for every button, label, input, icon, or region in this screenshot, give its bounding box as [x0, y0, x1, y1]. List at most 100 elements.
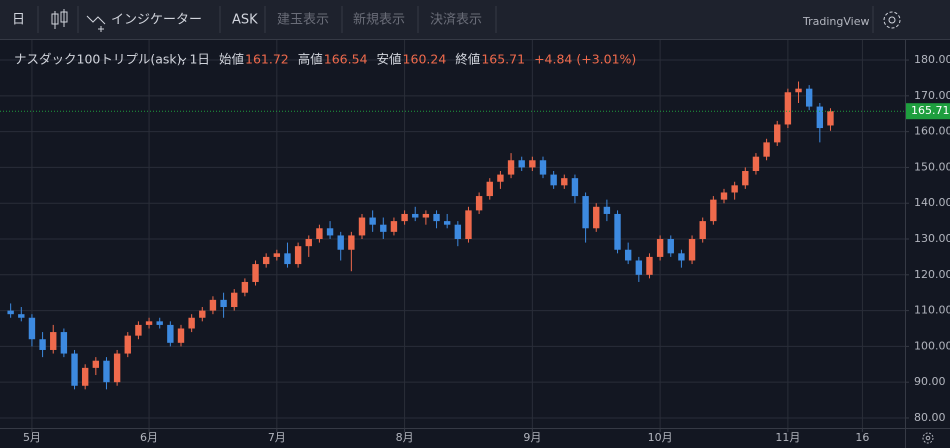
- candle-body: [795, 88, 802, 93]
- candle-body: [486, 181, 493, 197]
- candle-body: [358, 217, 366, 236]
- candle-body: [699, 221, 706, 240]
- candle-body: [18, 314, 25, 318]
- y-tick-label: 100.00: [914, 339, 950, 352]
- y-tick-label: 140.00: [914, 196, 950, 209]
- candle-body: [145, 321, 153, 325]
- ohlc-label: 始値: [219, 52, 244, 67]
- axis-settings[interactable]: [922, 432, 934, 444]
- candle-body: [731, 185, 738, 193]
- settings-button[interactable]: [883, 11, 901, 29]
- candle-body: [39, 339, 46, 350]
- candle-body: [103, 360, 110, 383]
- candle-body: [539, 160, 547, 175]
- candle-body: [28, 317, 36, 340]
- candle-body: [60, 332, 68, 354]
- candle-body: [710, 199, 717, 222]
- candle-body: [603, 206, 611, 214]
- candle-body: [720, 192, 728, 200]
- candle-body: [507, 160, 515, 175]
- candle-body: [231, 292, 238, 308]
- candle-body: [422, 213, 430, 218]
- candle-body: [380, 224, 387, 232]
- candle-body: [656, 239, 664, 257]
- indicator-icon: [86, 15, 106, 32]
- candle-body: [326, 228, 334, 236]
- x-tick-label: 11月: [775, 431, 800, 444]
- ohlc-label: 終値: [455, 52, 480, 67]
- ohlc-value: 165.71: [481, 52, 525, 67]
- candle-body: [571, 178, 579, 197]
- candle-body: [124, 335, 131, 354]
- candle-body: [805, 88, 813, 107]
- toggle-button[interactable]: 決済表示: [430, 12, 482, 28]
- legend: ナスダック100トリプル(ask), 1日 始値 161.72 高値 166.54 安値…: [14, 52, 636, 67]
- candle-body: [624, 249, 632, 261]
- candle-body: [454, 224, 462, 240]
- x-tick-label: 9月: [523, 431, 541, 444]
- ohlc-label: 高値: [298, 52, 323, 67]
- interval-button[interactable]: 日: [12, 13, 25, 28]
- candle-body: [369, 217, 376, 225]
- x-tick-label: 7月: [268, 431, 286, 444]
- candle-body: [529, 160, 536, 168]
- candle-body: [337, 235, 344, 250]
- candle-body: [816, 106, 824, 129]
- candle-body: [273, 253, 281, 257]
- x-tick-label: 10月: [648, 431, 673, 444]
- brand: TradingView: [802, 15, 869, 28]
- y-tick-label: 150.00: [914, 160, 950, 173]
- candle-body: [518, 160, 525, 168]
- ohlc-value: 160.24: [403, 52, 447, 67]
- toggle-button[interactable]: 新規表示: [353, 12, 405, 28]
- candle-body: [443, 221, 451, 225]
- candle-body: [784, 92, 792, 125]
- candle-body: [135, 324, 142, 336]
- y-tick-label: 110.00: [914, 304, 950, 317]
- candle-body: [646, 256, 653, 275]
- y-tick-label: 130.00: [914, 232, 950, 245]
- candle-body: [497, 174, 504, 182]
- candle-body: [827, 111, 834, 126]
- indicators-button[interactable]: インジケーター: [111, 13, 202, 28]
- candle-body: [7, 310, 14, 315]
- candle-body: [167, 324, 174, 343]
- candle-body: [614, 213, 621, 250]
- candle-body: [561, 178, 568, 186]
- chart-type-button[interactable]: [51, 9, 68, 29]
- x-tick-label: 8月: [396, 431, 414, 444]
- candle-body: [348, 235, 355, 250]
- candle-body: [465, 210, 472, 240]
- candle-body: [220, 299, 227, 308]
- candle-body: [188, 317, 195, 329]
- symbol: ナスダック100トリプル(ask), 1日: [14, 52, 210, 67]
- y-tick-label: 90.00: [914, 375, 946, 388]
- last-price-label: 165.71: [911, 104, 950, 117]
- grid: [0, 40, 905, 428]
- y-tick-label: 80.00: [914, 411, 946, 424]
- candle-body: [262, 256, 270, 265]
- y-tick-label: 180.00: [914, 53, 950, 66]
- candle-body: [763, 142, 770, 157]
- candle-body: [667, 239, 674, 254]
- candle-body: [688, 239, 696, 261]
- change: +4.84 (+3.01%): [534, 52, 636, 67]
- y-tick-label: 120.00: [914, 268, 950, 281]
- candle-body: [177, 328, 185, 343]
- candle-body: [401, 213, 408, 222]
- candle-body: [252, 264, 259, 282]
- candle-body: [294, 246, 302, 265]
- ohlc-value: 166.54: [324, 52, 368, 67]
- candle-body: [316, 228, 323, 240]
- candle-body: [71, 353, 78, 386]
- candle-body: [752, 156, 760, 172]
- toggle-button[interactable]: 建玉表示: [277, 13, 329, 28]
- candle-body: [582, 196, 589, 229]
- dropdown-icon: [179, 57, 187, 62]
- candle-body: [774, 124, 781, 143]
- x-tick-label: 6月: [140, 431, 158, 444]
- price-side-button[interactable]: ASK: [232, 13, 258, 28]
- x-tick-label: 16: [855, 431, 869, 444]
- candle-body: [412, 213, 419, 218]
